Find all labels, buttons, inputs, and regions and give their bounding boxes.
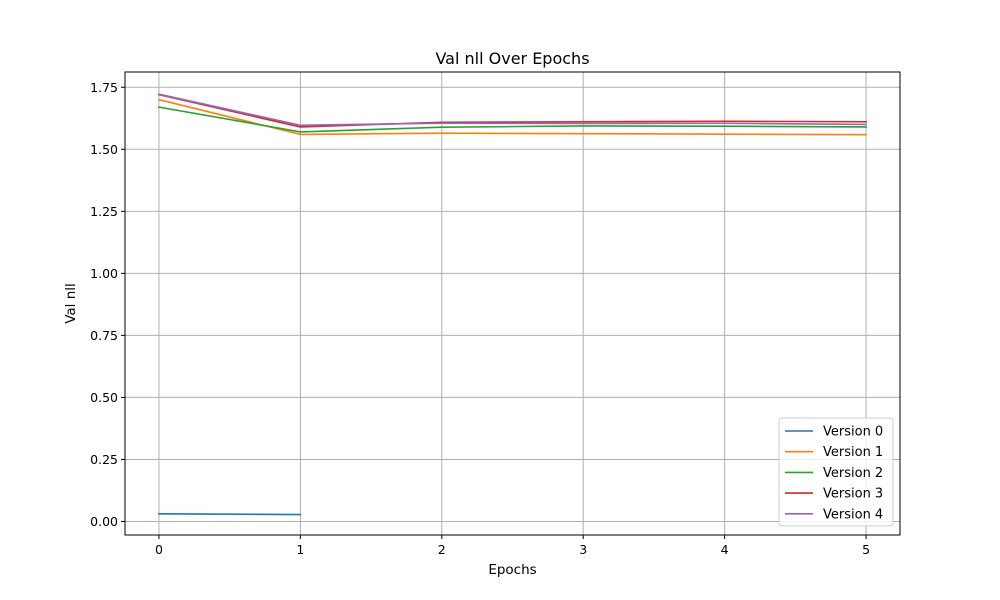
series-line-version-0 <box>158 512 302 516</box>
legend-box <box>778 417 894 527</box>
legend-label: Version 1 <box>823 445 883 460</box>
y-tick-label: 1.50 <box>90 142 118 157</box>
series-lines <box>157 93 867 516</box>
y-tick-label: 0.75 <box>90 328 118 343</box>
x-tick-label: 4 <box>721 542 729 557</box>
x-tick-label: 5 <box>862 542 870 557</box>
x-tick-label: 1 <box>296 542 304 557</box>
chart-title: Val nll Over Epochs <box>435 49 589 68</box>
legend-label: Version 4 <box>823 507 883 522</box>
series-line-version-4 <box>157 93 867 127</box>
y-tick-label: 0.00 <box>90 514 118 529</box>
y-tick-label: 1.00 <box>90 266 118 281</box>
grid <box>125 72 900 535</box>
y-axis-label: Val nll <box>63 283 79 324</box>
y-tick-label: 1.25 <box>90 204 118 219</box>
legend-label: Version 0 <box>823 425 883 440</box>
axis-ticks: 0 1 2 3 4 5 0.00 0.25 0.50 0.75 1.00 1.25 1.50 1.75 <box>90 80 870 557</box>
x-tick-label: 0 <box>155 542 163 557</box>
x-tick-label: 3 <box>579 542 587 557</box>
legend-label: Version 3 <box>823 487 883 502</box>
y-tick-label: 0.25 <box>90 452 118 467</box>
plot-area-frame <box>124 71 901 536</box>
y-tick-label: 1.75 <box>90 80 118 95</box>
y-tick-label: 0.50 <box>90 390 118 405</box>
series-line-version-2 <box>158 106 867 133</box>
legend: Version 0 Version 1 Version 2 Version 3 Vers… <box>778 417 894 527</box>
series-line-version-1 <box>157 98 867 136</box>
x-axis-label: Epochs <box>488 562 536 578</box>
legend-label: Version 2 <box>823 466 883 481</box>
x-tick-label: 2 <box>438 542 446 557</box>
series-line-version-3 <box>157 93 867 128</box>
